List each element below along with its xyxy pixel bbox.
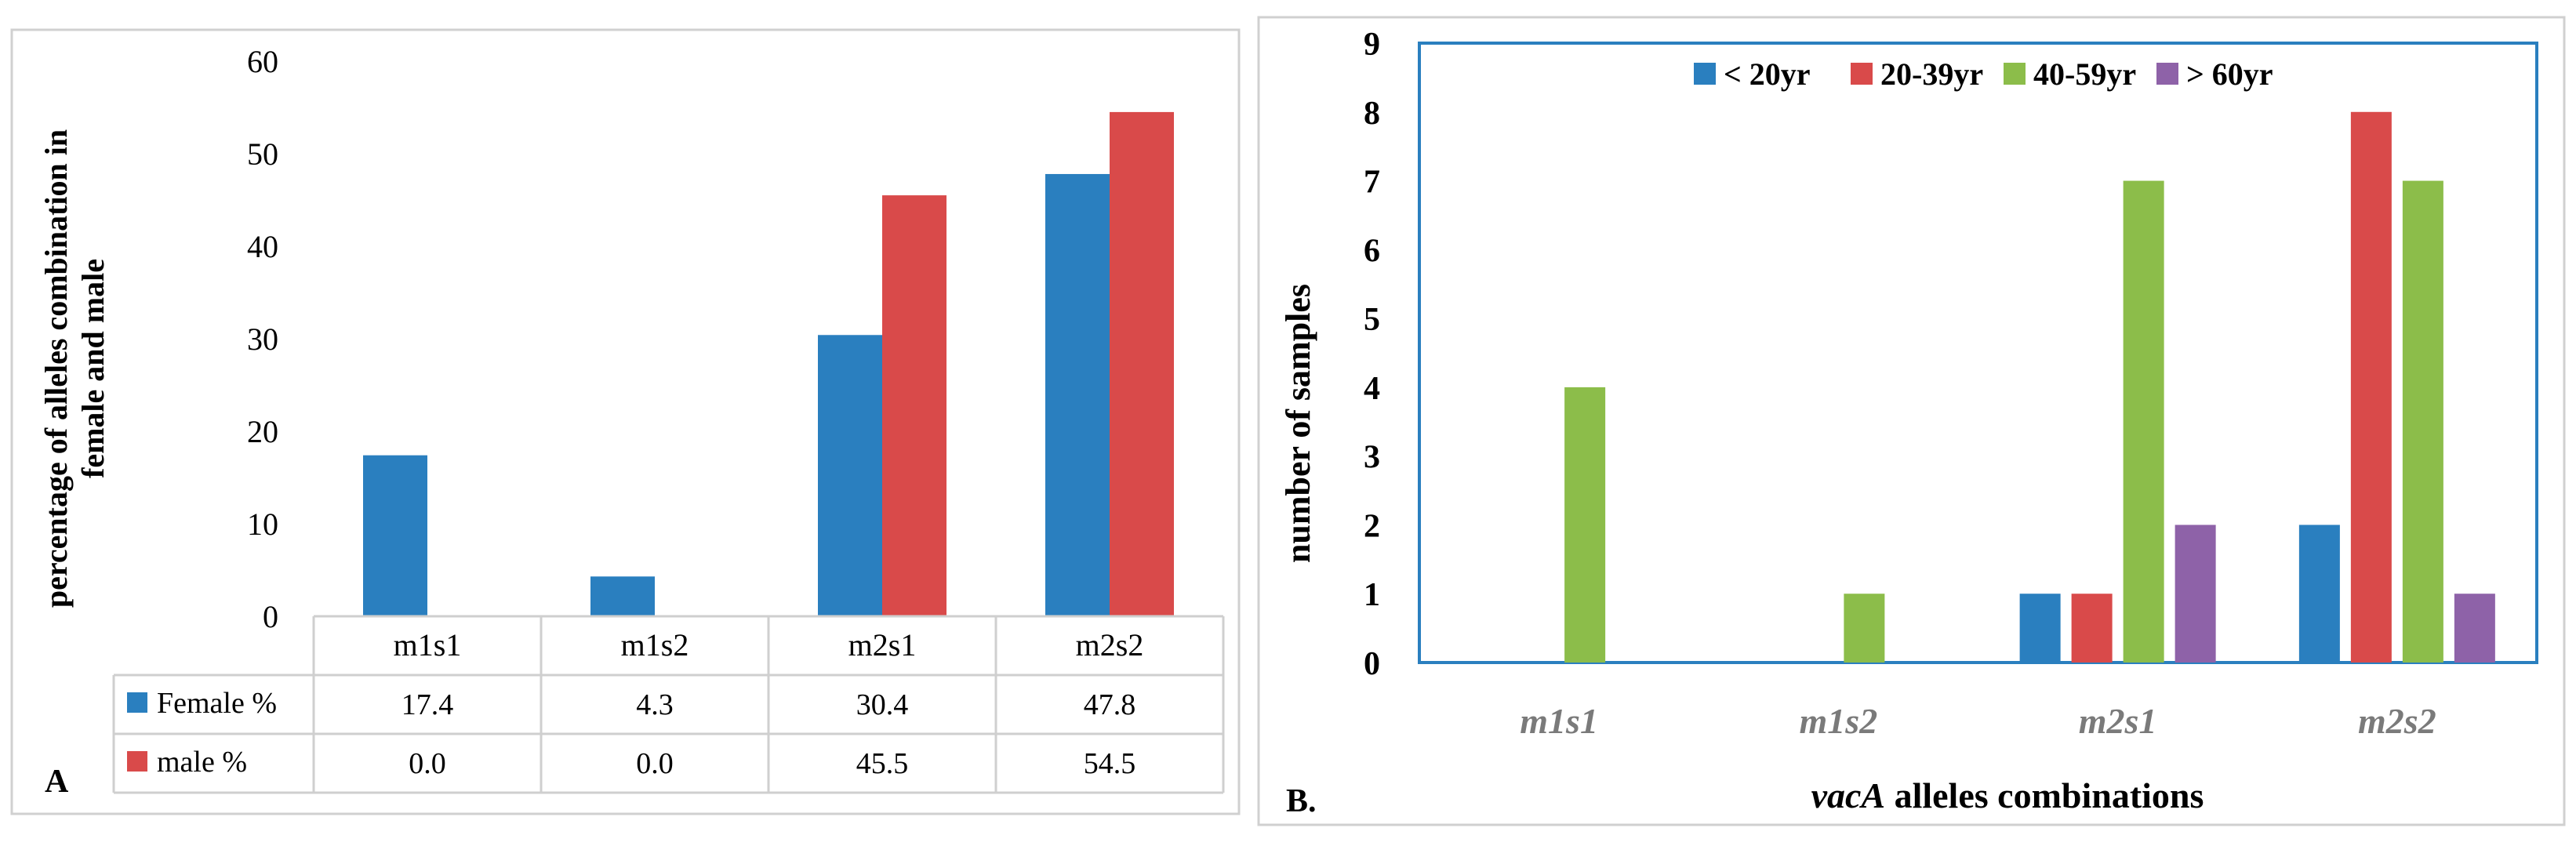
b-ytick-label: 9 <box>1364 27 1380 63</box>
a-ytick-label: 60 <box>247 44 278 79</box>
b-legend-label: 20-39yr <box>1880 56 1983 92</box>
b-category-label: m1s2 <box>1800 701 1878 741</box>
b-bar-1-m2s1 <box>2071 594 2113 663</box>
b-ytick-label: 5 <box>1364 302 1380 338</box>
b-bar-3-m2s1 <box>2175 525 2216 663</box>
a-bar-female-m1s1 <box>363 455 427 616</box>
panel-a-label: A <box>45 764 69 800</box>
a-category-label: m2s1 <box>848 627 917 663</box>
a-ytick-label: 20 <box>247 414 278 449</box>
panel-a-ylabel-line2: female and male <box>75 259 111 478</box>
a-table-cell: 4.3 <box>636 688 674 721</box>
panel-b-label: B. <box>1286 783 1317 819</box>
panel-b-frame <box>1257 16 2566 826</box>
b-ytick-label: 1 <box>1364 577 1380 613</box>
a-category-label: m1s2 <box>621 627 689 663</box>
b-bar-2-m1s1 <box>1564 387 1606 663</box>
a-legend-swatch <box>127 751 147 772</box>
b-bar-2-m1s2 <box>1844 594 1885 663</box>
b-bar-1-m2s2 <box>2350 111 2392 663</box>
b-bar-0-m2s1 <box>2019 594 2061 663</box>
b-category-label: m2s2 <box>2358 701 2436 741</box>
b-bar-2-m2s2 <box>2402 180 2443 663</box>
a-legend-label: male % <box>157 746 247 779</box>
panel-b-xticks: m1s1 m1s2 m2s1 m2s2 <box>1520 701 2436 741</box>
b-legend-swatch <box>1694 63 1716 85</box>
b-legend-swatch <box>1851 63 1873 85</box>
b-ytick-label: 2 <box>1364 508 1380 544</box>
b-bar-3-m2s2 <box>2454 594 2495 663</box>
a-ytick-label: 40 <box>247 229 278 264</box>
a-legend-label: Female % <box>157 687 277 720</box>
a-legend-swatch <box>127 692 147 713</box>
panel-b-yticks: 0 1 2 3 4 5 6 7 8 9 <box>1364 27 1380 682</box>
a-bar-female-m2s2 <box>1045 173 1110 616</box>
b-legend-label: > 60yr <box>2186 56 2273 92</box>
a-bar-male-m2s1 <box>882 195 946 617</box>
b-legend-swatch <box>2156 63 2178 85</box>
panel-a-yticks: 0 10 20 30 40 50 60 <box>247 44 278 634</box>
panel-a-table: m1s1 m1s2 m2s1 m2s2 Female % 17.4 4.3 30.4 47.8 m… <box>112 615 1225 794</box>
b-ytick-label: 0 <box>1364 646 1380 682</box>
panel-b-xlabel: vacA alleles combinations <box>1811 775 2204 815</box>
b-bar-2-m2s1 <box>2123 180 2164 663</box>
a-ytick-label: 30 <box>247 321 278 357</box>
panel-b-xlabel-italic: vacA <box>1811 775 1886 815</box>
a-category-label: m1s1 <box>394 627 462 663</box>
a-table-cell: 0.0 <box>409 747 446 780</box>
a-ytick-label: 10 <box>247 507 278 542</box>
panel-b-bars <box>1564 111 2495 663</box>
a-ytick-label: 0 <box>263 599 278 634</box>
a-category-label: m2s2 <box>1076 627 1144 663</box>
panel-b-ylabel: number of samples <box>1279 284 1317 563</box>
panel-a-frame <box>10 28 1241 815</box>
a-ytick-label: 50 <box>247 136 278 172</box>
b-bar-0-m2s2 <box>2298 525 2340 663</box>
a-table-cell: 30.4 <box>856 688 909 721</box>
b-ytick-label: 4 <box>1364 371 1380 407</box>
panel-b-xlabel-rest: alleles combinations <box>1885 775 2204 815</box>
panel-a-bars <box>363 111 1174 617</box>
panel-b-plot-border <box>1418 42 2538 664</box>
b-legend-label: < 20yr <box>1724 56 1811 92</box>
a-bar-female-m1s2 <box>590 576 655 616</box>
b-category-label: m1s1 <box>1520 701 1598 741</box>
b-ytick-label: 6 <box>1364 233 1380 269</box>
a-table-cell: 45.5 <box>856 747 909 780</box>
a-bar-male-m2s2 <box>1110 111 1174 616</box>
a-bar-female-m2s1 <box>818 335 882 616</box>
b-ytick-label: 8 <box>1364 96 1380 132</box>
panel-b-legend: < 20yr 20-39yr 40-59yr > 60yr <box>1694 56 2273 92</box>
a-table-cell: 0.0 <box>636 747 674 780</box>
b-legend-label: 40-59yr <box>2033 56 2136 92</box>
b-legend-swatch <box>2004 63 2026 85</box>
a-table-cell: 17.4 <box>401 688 454 721</box>
a-table-cell: 54.5 <box>1084 747 1136 780</box>
b-ytick-label: 7 <box>1364 165 1380 201</box>
panel-a-ylabel-line1: percentage of alleles combination in <box>38 129 74 608</box>
b-category-label: m2s1 <box>2079 701 2157 741</box>
b-ytick-label: 3 <box>1364 440 1380 476</box>
a-table-cell: 47.8 <box>1084 688 1136 721</box>
